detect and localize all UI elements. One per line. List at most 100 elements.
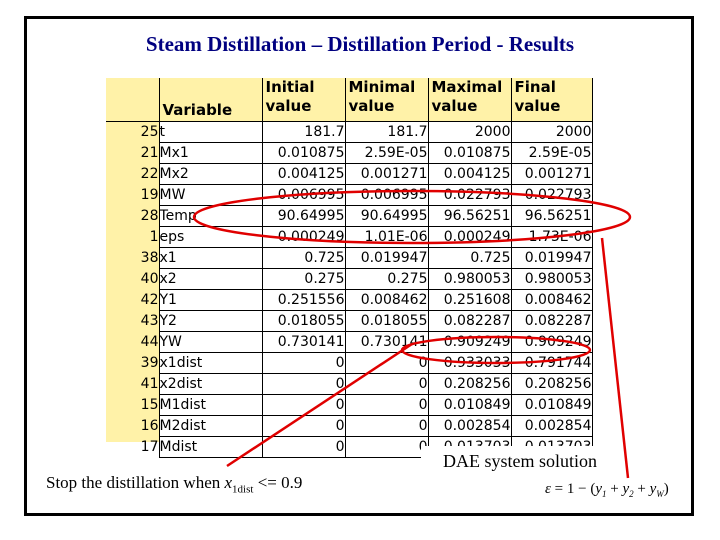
table-row: 40 x2 0.275 0.275 0.980053 0.980053 — [106, 268, 593, 290]
final-value: 2000 — [510, 121, 593, 143]
final-value: 0.001271 — [510, 163, 593, 185]
table-row: 19 MW 0.006995 0.006995 0.022793 0.022793 — [106, 184, 593, 206]
initial-value: 0.018055 — [261, 310, 345, 332]
variable-name: M2dist — [158, 415, 262, 437]
row-number: 41 — [140, 376, 159, 392]
row-number: 16 — [140, 418, 159, 434]
stop-note-variable: x — [224, 473, 233, 492]
temp-eps-highlight-ellipse — [192, 189, 632, 245]
initial-value: 0 — [261, 436, 345, 458]
initial-value: 0.004125 — [261, 163, 345, 185]
row-number: 15 — [140, 397, 159, 413]
header-final-line2: value — [514, 97, 561, 115]
variable-name: x2dist — [158, 373, 262, 395]
table-row: 39 x1dist 0 0 0.933033 0.791744 — [106, 352, 593, 374]
final-value: 0.082287 — [510, 310, 593, 332]
minimal-value: 0.275 — [344, 268, 428, 290]
stop-note-prefix: Stop the distillation when — [46, 473, 225, 492]
header-maximal: Maximal value — [427, 78, 511, 122]
table-row: 21 Mx1 0.010875 2.59E-05 0.010875 2.59E-05 — [106, 142, 593, 164]
dae-note-arrow — [600, 237, 630, 479]
header-initial-line2: value — [265, 97, 312, 115]
final-value: 0.008462 — [510, 289, 593, 311]
minimal-value: 0.008462 — [344, 289, 428, 311]
maximal-value: 0.725 — [427, 247, 511, 269]
table-row: 43 Y2 0.018055 0.018055 0.082287 0.082287 — [106, 310, 593, 332]
stop-note-subscript: 1dist — [232, 483, 254, 496]
minimal-value: 0 — [344, 373, 428, 395]
final-value: 0.208256 — [510, 373, 593, 395]
initial-value: 0 — [261, 415, 345, 437]
final-value: 0.980053 — [510, 268, 593, 290]
final-value: 0.002854 — [510, 415, 593, 437]
header-final-line1: Final — [514, 78, 556, 96]
variable-name: M1dist — [158, 394, 262, 416]
table-row: 25 t 181.7 181.7 2000 2000 — [106, 121, 593, 143]
row-number: 38 — [140, 250, 159, 266]
maximal-value: 0.251608 — [427, 289, 511, 311]
table-row: 28 Temp 90.64995 90.64995 96.56251 96.56251 — [106, 205, 593, 227]
row-number: 44 — [140, 334, 159, 350]
maximal-value: 96.56251 — [427, 205, 511, 227]
final-value: 0.019947 — [510, 247, 593, 269]
dae-solution-note: DAE system solution — [421, 446, 619, 476]
row-number: 17 — [140, 439, 159, 455]
initial-value: 0 — [261, 394, 345, 416]
row-number: 43 — [140, 313, 159, 329]
table-row: 38 x1 0.725 0.019947 0.725 0.019947 — [106, 247, 593, 269]
stop-condition-note: Stop the distillation when x1dist <= 0.9 — [44, 466, 398, 500]
formula-plus-1: + — [606, 481, 623, 497]
table-body: 25 t 181.7 181.7 2000 2000 21 Mx1 0.010875 2.59E-… — [106, 121, 593, 458]
minimal-value: 2.59E-05 — [344, 142, 428, 164]
final-value: 0.010849 — [510, 394, 593, 416]
table-row: 41 x2dist 0 0 0.208256 0.208256 — [106, 373, 593, 395]
minimal-value: 0 — [344, 415, 428, 437]
formula-sub-2: 2 — [629, 489, 634, 499]
formula-plus-2: + — [633, 481, 650, 497]
minimal-value: 0.018055 — [344, 310, 428, 332]
initial-value: 0.251556 — [261, 289, 345, 311]
initial-value: 0 — [261, 352, 345, 374]
table-row: 15 M1dist 0 0 0.010849 0.010849 — [106, 394, 593, 416]
variable-name: x1dist — [158, 352, 262, 374]
minimal-value: 0.019947 — [344, 247, 428, 269]
row-number: 42 — [140, 292, 159, 308]
variable-name: t — [158, 121, 262, 143]
table-header-row: Variable Initial value Minimal value Maxim… — [106, 78, 593, 122]
x1dist-highlight-ellipse — [400, 335, 592, 365]
initial-value: 0.275 — [261, 268, 345, 290]
slide-frame — [24, 16, 694, 516]
variable-name: YW — [158, 331, 262, 353]
maximal-value: 2000 — [427, 121, 511, 143]
initial-value: 0.730141 — [261, 331, 345, 353]
table-row: 17Mdist000.0137030.013703 — [106, 436, 593, 458]
header-initial: Initial value — [261, 78, 345, 122]
initial-value: 90.64995 — [261, 205, 345, 227]
variable-name: Mdist — [158, 436, 262, 458]
maximal-value: 0.010849 — [427, 394, 511, 416]
header-minimal-line2: value — [348, 97, 395, 115]
row-number: 25 — [140, 124, 159, 141]
final-value: 2.59E-05 — [510, 142, 593, 164]
slide-title: Steam Distillation – Distillation Period… — [145, 32, 575, 56]
table-row: 42 Y1 0.251556 0.008462 0.251608 0.008462 — [106, 289, 593, 311]
maximal-value: 0.082287 — [427, 310, 511, 332]
variable-name: Mx1 — [158, 142, 262, 164]
initial-value: 0 — [261, 373, 345, 395]
formula-y2: y — [622, 481, 630, 497]
maximal-value: 0.010875 — [427, 142, 511, 164]
variable-name: x1 — [158, 247, 262, 269]
row-number: 39 — [140, 355, 159, 371]
header-maximal-line1: Maximal — [431, 78, 503, 96]
header-initial-line1: Initial — [265, 78, 315, 96]
minimal-value: 0 — [344, 352, 428, 374]
epsilon-formula: ε = 1 − (y1 + y2 + yW) — [545, 476, 695, 502]
variable-name: Y1 — [158, 289, 262, 311]
variable-name: Y2 — [158, 310, 262, 332]
maximal-value: 0.208256 — [427, 373, 511, 395]
formula-yw: y — [649, 481, 657, 497]
header-variable: Variable — [158, 78, 262, 122]
maximal-value: 0.022793 — [427, 184, 511, 206]
maximal-value: 0.980053 — [427, 268, 511, 290]
variable-name: Temp — [158, 205, 262, 227]
